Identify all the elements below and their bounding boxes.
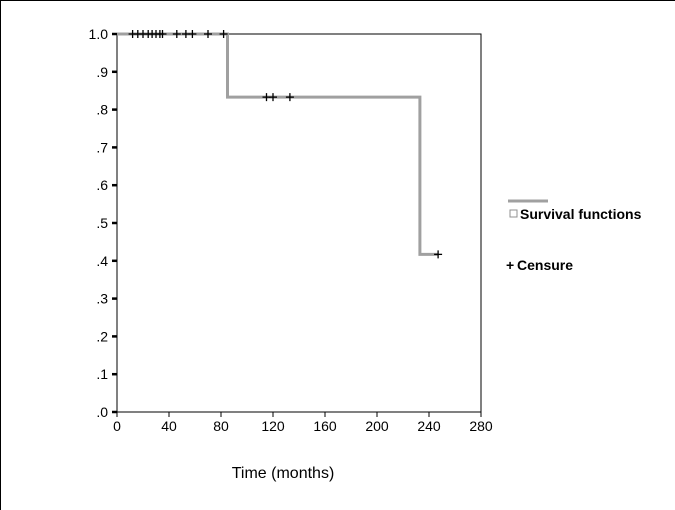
series-layer bbox=[117, 30, 443, 259]
x-axis-title: Time (months) bbox=[232, 465, 335, 482]
x-tick-label: 160 bbox=[313, 418, 337, 434]
y-tick-label: .5 bbox=[96, 215, 108, 231]
y-tick-label: .9 bbox=[96, 64, 108, 80]
y-tick-label: .0 bbox=[96, 404, 108, 420]
x-tick-label: 120 bbox=[261, 418, 285, 434]
axes: .0 .1 .2 .3 .4 .5 .6 .7 .8 .9 1.0 0 40 80 120 160 200 240… bbox=[89, 26, 493, 434]
legend-survival-label: Survival functions bbox=[520, 206, 642, 222]
x-tick-label: 280 bbox=[469, 418, 493, 434]
y-tick-label: .7 bbox=[96, 139, 108, 155]
legend-censure-symbol: + bbox=[506, 257, 514, 273]
x-tick-label: 0 bbox=[113, 418, 121, 434]
censure-marker bbox=[172, 30, 181, 38]
censure-marker bbox=[204, 30, 212, 38]
y-tick-label: .2 bbox=[96, 328, 108, 344]
legend: Survival functions + Censure bbox=[506, 199, 642, 273]
y-tick-label: .3 bbox=[96, 291, 108, 307]
censure-marker bbox=[158, 30, 167, 38]
plot-area-border bbox=[116, 33, 482, 413]
y-tick-label: .1 bbox=[96, 366, 108, 382]
censure-marker bbox=[434, 250, 443, 259]
x-tick-label: 80 bbox=[213, 418, 229, 434]
survival-curve bbox=[117, 32, 439, 256]
x-tick-label: 200 bbox=[365, 418, 389, 434]
x-tick-label: 40 bbox=[161, 418, 177, 434]
y-tick-label: .6 bbox=[96, 177, 108, 193]
censure-marker bbox=[219, 30, 228, 38]
censure-marker bbox=[188, 30, 197, 38]
legend-survival-swatch bbox=[509, 209, 518, 218]
x-tick-label: 240 bbox=[417, 418, 441, 434]
y-tick-label: .8 bbox=[96, 102, 108, 118]
censure-marker bbox=[285, 93, 294, 102]
y-tick-label: .4 bbox=[96, 253, 108, 269]
legend-censure-label: Censure bbox=[517, 257, 573, 273]
y-tick-label: 1.0 bbox=[89, 26, 109, 42]
censure-marker bbox=[269, 93, 277, 102]
